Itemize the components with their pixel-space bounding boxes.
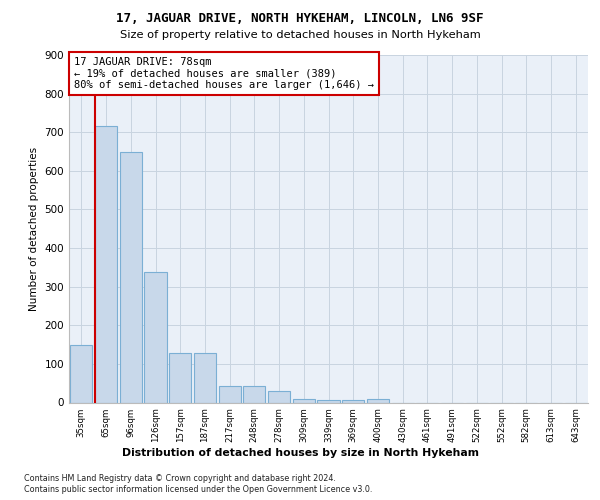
Bar bbox=[317, 400, 340, 402]
Bar bbox=[169, 353, 191, 403]
Bar bbox=[367, 398, 389, 402]
Text: 17 JAGUAR DRIVE: 78sqm
← 19% of detached houses are smaller (389)
80% of semi-de: 17 JAGUAR DRIVE: 78sqm ← 19% of detached… bbox=[74, 56, 374, 90]
Bar bbox=[145, 272, 167, 402]
Text: Size of property relative to detached houses in North Hykeham: Size of property relative to detached ho… bbox=[119, 30, 481, 40]
Bar bbox=[119, 152, 142, 402]
Y-axis label: Number of detached properties: Number of detached properties bbox=[29, 146, 39, 311]
Bar bbox=[293, 398, 315, 402]
Bar bbox=[194, 353, 216, 403]
Bar bbox=[218, 386, 241, 402]
Bar bbox=[70, 344, 92, 403]
Text: Distribution of detached houses by size in North Hykeham: Distribution of detached houses by size … bbox=[121, 448, 479, 458]
Text: Contains HM Land Registry data © Crown copyright and database right 2024.: Contains HM Land Registry data © Crown c… bbox=[24, 474, 336, 483]
Bar bbox=[342, 400, 364, 402]
Bar bbox=[243, 386, 265, 402]
Text: 17, JAGUAR DRIVE, NORTH HYKEHAM, LINCOLN, LN6 9SF: 17, JAGUAR DRIVE, NORTH HYKEHAM, LINCOLN… bbox=[116, 12, 484, 26]
Bar bbox=[268, 391, 290, 402]
Text: Contains public sector information licensed under the Open Government Licence v3: Contains public sector information licen… bbox=[24, 485, 373, 494]
Bar bbox=[95, 126, 117, 402]
